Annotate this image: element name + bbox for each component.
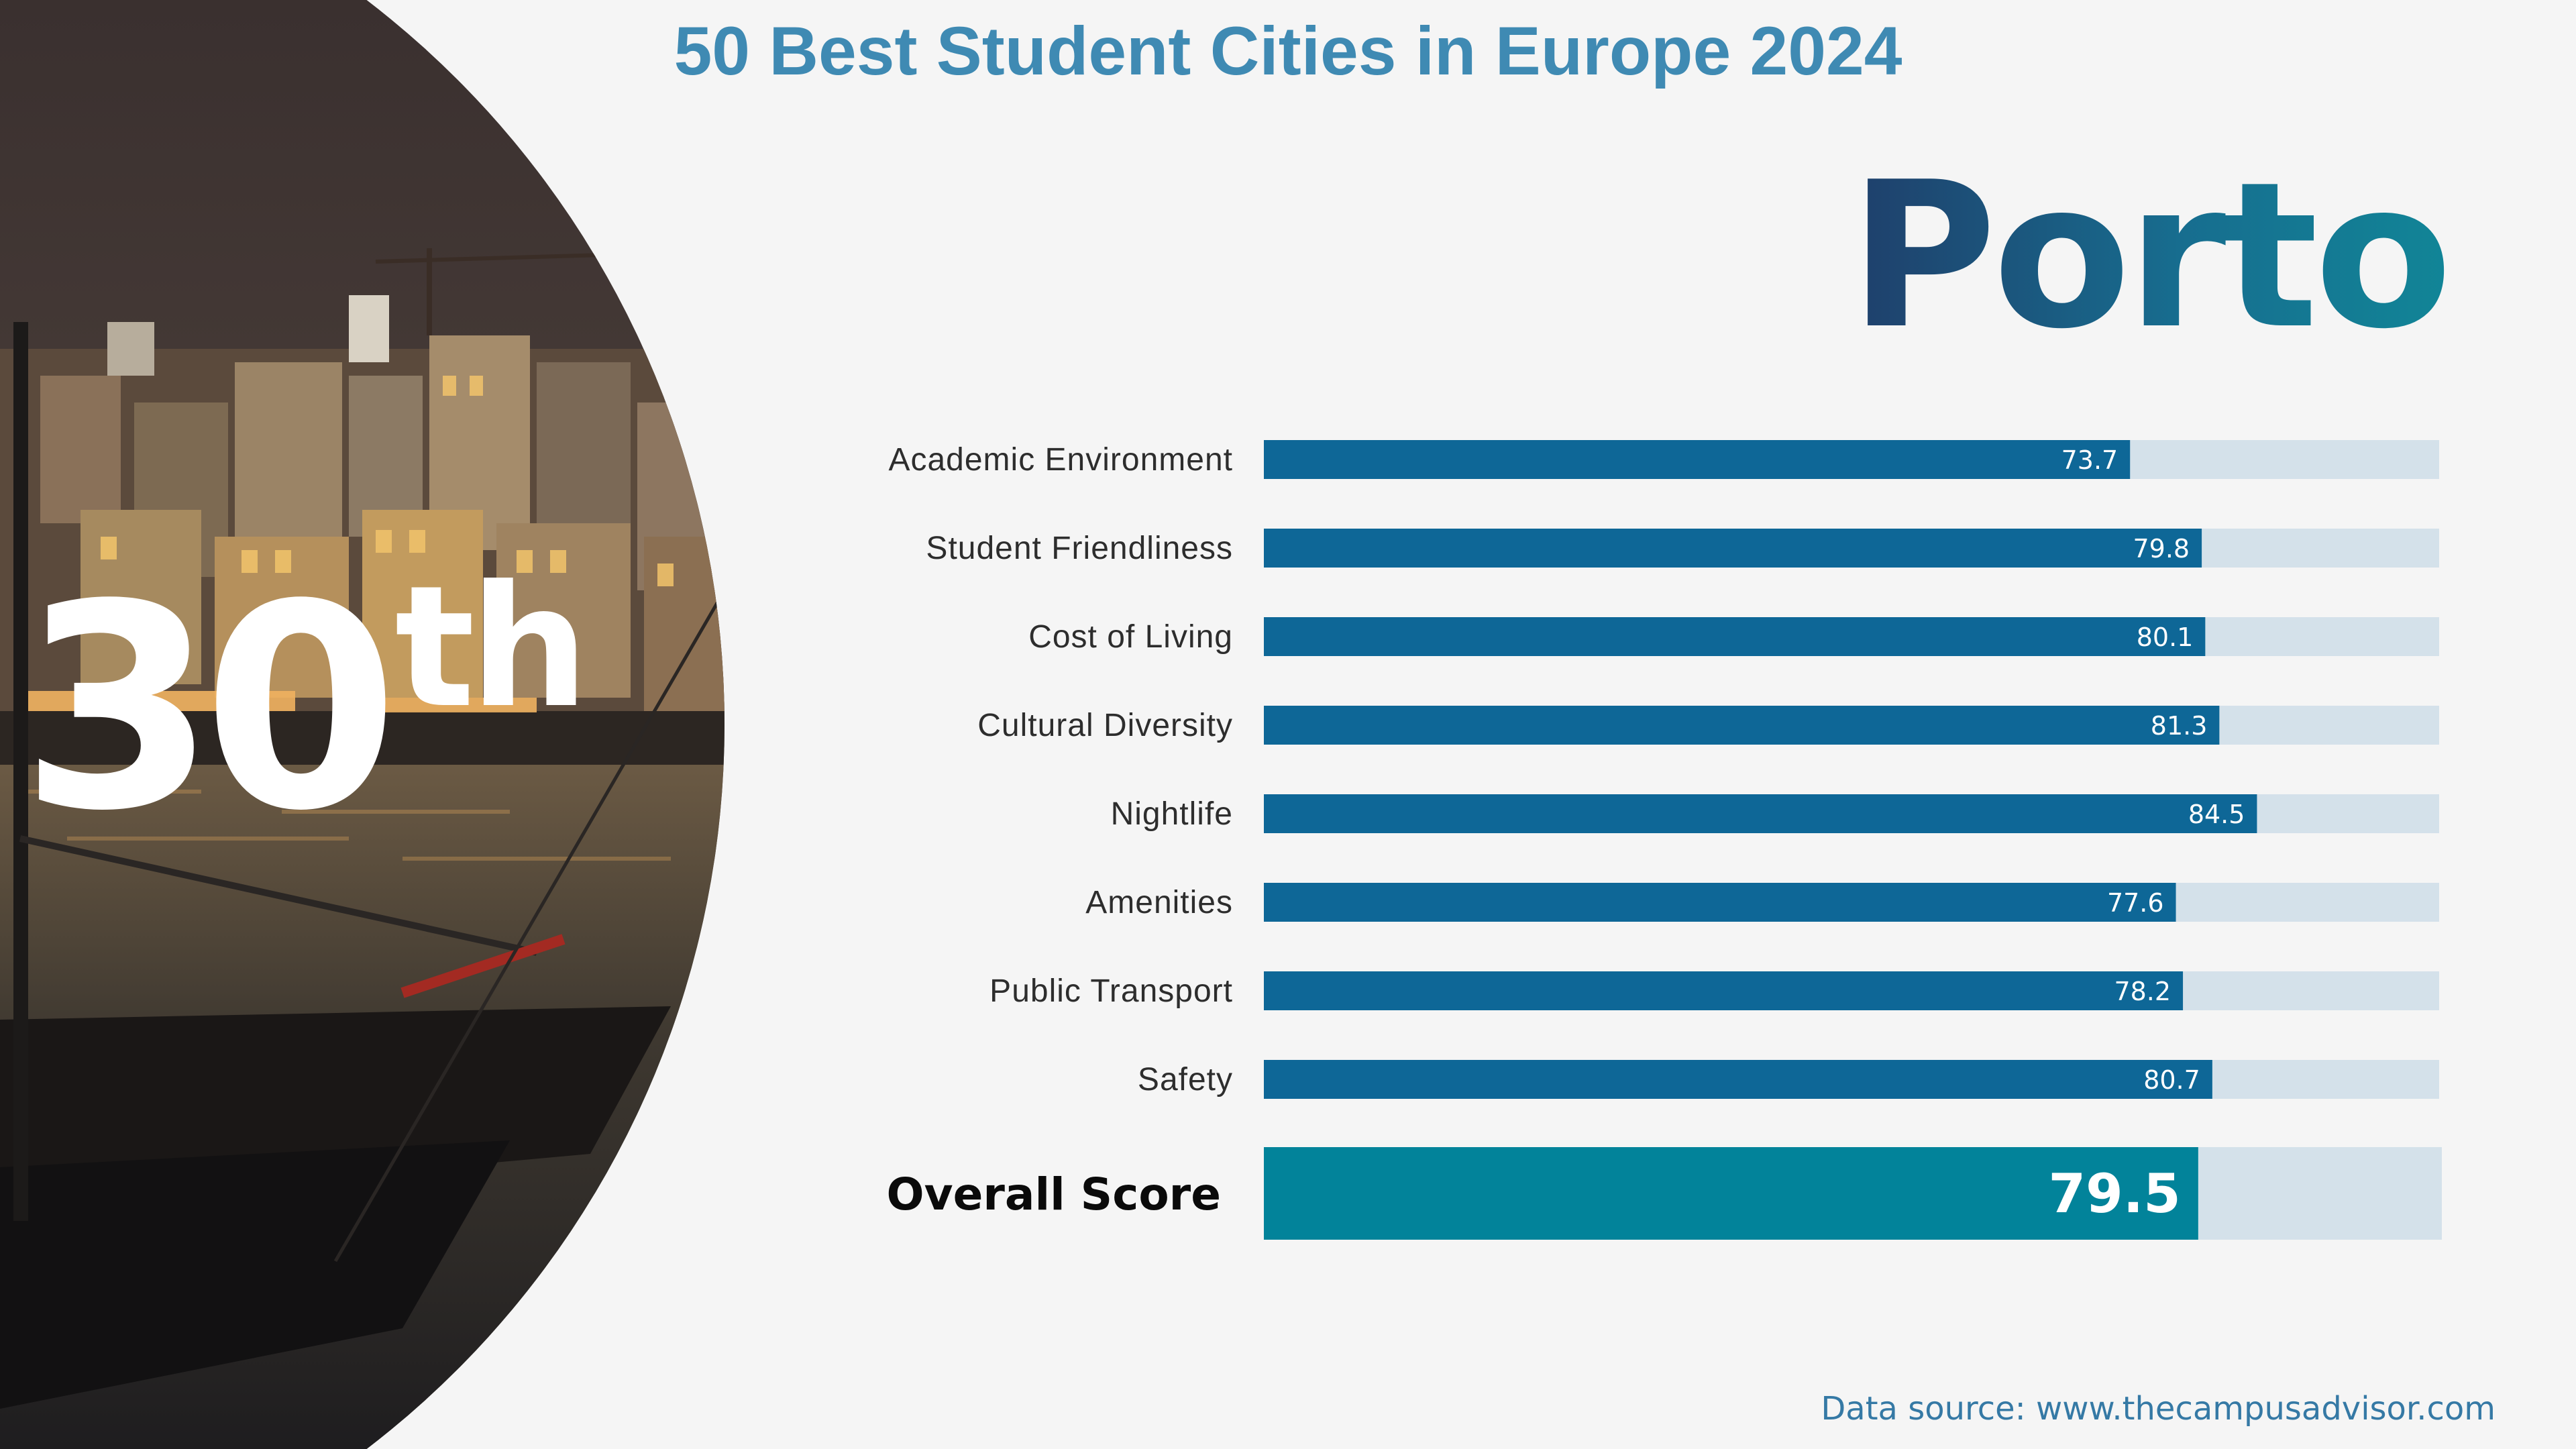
overall-label: Overall Score (886, 1169, 1221, 1220)
bar (1264, 617, 2206, 656)
value-label: 80.1 (2137, 623, 2194, 652)
rank-badge: 30th (20, 564, 589, 850)
value-label: 81.3 (2151, 711, 2208, 741)
value-label: 77.6 (2107, 888, 2164, 918)
value-label: 84.5 (2188, 800, 2245, 829)
bar (1264, 529, 2202, 568)
category-label: Public Transport (989, 973, 1233, 1009)
bar (1264, 706, 2220, 745)
value-label: 73.7 (2061, 445, 2118, 475)
chart-title: 50 Best Student Cities in Europe 2024 (674, 13, 1902, 89)
bar (1264, 883, 2176, 922)
bar (1264, 440, 2131, 479)
overall-value: 79.5 (2048, 1163, 2180, 1225)
category-label: Cultural Diversity (977, 708, 1233, 743)
rank-number: 30 (20, 545, 399, 873)
category-label: Cost of Living (1028, 619, 1233, 655)
value-label: 80.7 (2143, 1065, 2200, 1095)
category-label: Student Friendliness (926, 531, 1233, 566)
city-name: Porto (1849, 139, 2453, 373)
value-label: 78.2 (2114, 977, 2171, 1006)
category-label: Academic Environment (888, 442, 1233, 478)
category-label: Nightlife (1111, 796, 1233, 832)
category-label: Safety (1138, 1062, 1233, 1097)
bar (1264, 1060, 2212, 1099)
category-label: Amenities (1085, 885, 1233, 920)
rank-suffix: th (394, 549, 588, 745)
data-source: Data source: www.thecampusadvisor.com (1821, 1390, 2496, 1428)
bar (1264, 794, 2257, 833)
value-label: 79.8 (2133, 534, 2190, 564)
bar (1264, 971, 2184, 1010)
overall-bar (1264, 1147, 2198, 1240)
